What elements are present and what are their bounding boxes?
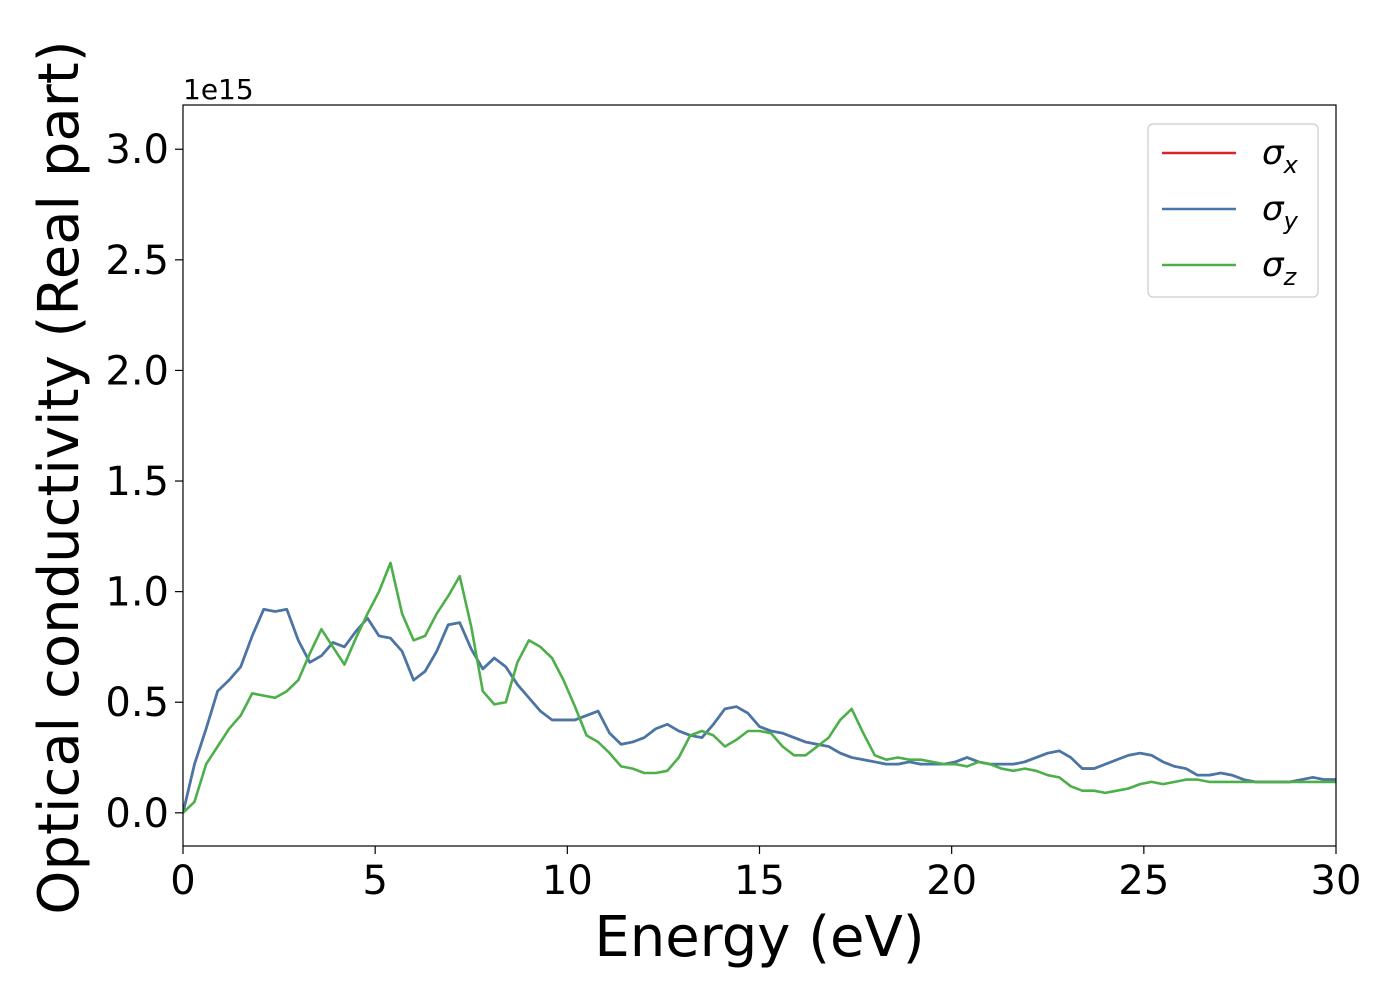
x-tick-label: 20 <box>926 858 977 904</box>
x-axis-title: Energy (eV) <box>594 905 924 970</box>
x-tick-label: 5 <box>362 858 387 904</box>
x-tick-label: 25 <box>1118 858 1169 904</box>
x-tick-label: 10 <box>542 858 593 904</box>
x-tick-label: 0 <box>170 858 195 904</box>
y-tick-label: 0.0 <box>105 791 169 837</box>
y-tick-label: 3.0 <box>105 127 169 173</box>
y-tick-label: 1.0 <box>105 570 169 616</box>
series-line-z <box>183 561 1336 814</box>
legend-label-y: σy <box>1262 189 1299 235</box>
legend-box <box>1147 123 1319 298</box>
series-layer <box>183 561 1336 814</box>
legend: σx σy σz <box>1147 123 1319 298</box>
y-axis-offset-label: 1e15 <box>183 73 254 106</box>
legend-label-x: σx <box>1262 133 1299 179</box>
series-line-y <box>183 608 1336 814</box>
y-tick-label: 2.0 <box>105 348 169 394</box>
y-tick-label: 0.5 <box>105 680 169 726</box>
x-tick-label: 15 <box>734 858 785 904</box>
legend-label-z: σz <box>1262 245 1298 291</box>
y-tick-label: 1.5 <box>105 459 169 505</box>
y-tick-label: 2.5 <box>105 238 169 284</box>
y-axis-title: Optical conductivity (Real part) <box>27 40 92 914</box>
y-axis-ticks: 0.0 0.5 1.0 1.5 2.0 2.5 3.0 <box>105 127 183 837</box>
x-tick-label: 30 <box>1311 858 1362 904</box>
x-axis-ticks: 0 5 10 15 20 25 30 <box>170 846 1361 904</box>
